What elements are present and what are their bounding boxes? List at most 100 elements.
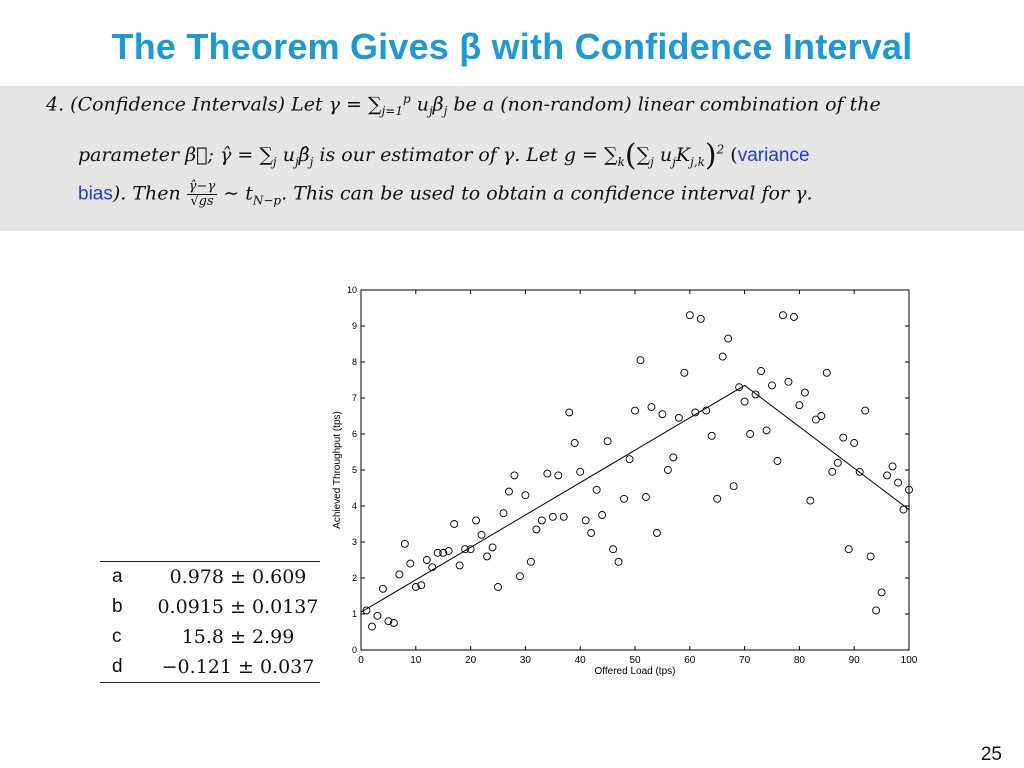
subscript: j <box>294 154 299 169</box>
data-point <box>888 462 897 471</box>
data-point <box>526 557 535 566</box>
theorem-line-2: parameter β⃗; γ̂ = ∑j ujβ̂j is our estim… <box>78 138 810 173</box>
superscript: 2 <box>716 142 725 157</box>
data-point <box>680 368 689 377</box>
parameter-row: d −0.121 ± 0.037 <box>100 652 320 683</box>
data-point <box>444 547 453 555</box>
theorem-text: u <box>653 144 673 166</box>
data-point <box>905 485 913 494</box>
x-tick-label: 10 <box>410 655 422 666</box>
data-point <box>455 561 464 570</box>
theorem-text: be a (non-random) linear combination of … <box>447 93 881 116</box>
data-point <box>696 314 705 323</box>
data-point <box>894 478 902 487</box>
data-point <box>609 545 618 554</box>
data-point <box>855 467 864 476</box>
y-tick-label: 6 <box>352 429 357 439</box>
data-point <box>724 334 733 343</box>
parameter-name: d <box>100 652 156 683</box>
data-point <box>411 583 420 591</box>
y-tick-label: 0 <box>352 645 357 655</box>
data-point <box>603 437 612 446</box>
y-tick-label: 10 <box>347 285 357 295</box>
data-point <box>800 388 809 397</box>
fraction: γ̂−γ √gs <box>186 179 218 209</box>
data-point <box>663 466 672 474</box>
y-tick-label: 5 <box>352 465 357 475</box>
y-tick-label: 2 <box>352 573 357 583</box>
data-point <box>368 622 376 631</box>
subscript: j <box>672 154 676 169</box>
data-point <box>620 494 628 503</box>
data-point <box>784 377 793 386</box>
data-point <box>378 584 387 593</box>
data-point <box>406 559 415 568</box>
y-tick-label: 8 <box>352 357 357 367</box>
data-point <box>362 606 371 615</box>
parameter-value: 0.978 ± 0.609 <box>156 561 320 592</box>
data-point <box>576 467 585 476</box>
data-point <box>395 570 404 579</box>
subscript: k <box>617 154 625 169</box>
x-tick-label: 40 <box>575 655 587 666</box>
data-point <box>861 406 870 415</box>
data-point <box>636 356 645 365</box>
data-point <box>510 471 519 480</box>
data-point <box>461 545 470 554</box>
data-point <box>505 487 513 496</box>
scatter-chart: 0 10 20 30 40 50 60 70 80 90 100 0 1 2 3 4 5 6 7 8 9 10 Offe… <box>332 285 918 677</box>
y-axis-label: Achieved Throughput (tps) <box>332 411 343 529</box>
data-point <box>532 525 541 534</box>
data-point <box>488 543 497 552</box>
data-point <box>828 467 837 476</box>
parameter-value: 15.8 ± 2.99 <box>181 625 295 648</box>
data-point <box>472 516 481 525</box>
parameter-value: 0.0915 ± 0.0137 <box>157 595 319 618</box>
sum-upper-limit: p <box>402 92 411 106</box>
data-point <box>422 556 431 564</box>
theorem-text: β <box>432 93 444 116</box>
x-tick-label: 20 <box>465 655 477 666</box>
parameter-name: a <box>100 561 156 592</box>
data-point <box>789 313 798 321</box>
data-point <box>746 430 755 438</box>
data-point <box>707 431 716 440</box>
data-point <box>833 458 842 467</box>
theorem-text: ). Then <box>112 182 187 205</box>
data-point <box>718 352 727 361</box>
data-point <box>839 433 848 442</box>
data-point <box>817 412 826 420</box>
parameter-row: a 0.978 ± 0.609 <box>100 561 320 592</box>
subscript: j <box>272 154 277 169</box>
data-point <box>642 493 650 501</box>
x-tick-label: 60 <box>684 655 696 666</box>
data-point <box>570 439 579 447</box>
big-paren: ( <box>624 138 637 173</box>
data-point <box>669 453 678 462</box>
x-axis-ticks: 0 10 20 30 40 50 60 70 80 90 100 <box>358 290 918 666</box>
data-point <box>822 368 831 377</box>
theorem-text: ∑ <box>636 144 651 166</box>
data-point <box>587 529 596 537</box>
fraction-denominator: √gs <box>190 194 214 209</box>
data-point <box>877 588 886 597</box>
theorem-line-3: bias). Then γ̂−γ √gs ∼ tN−p. This can be … <box>78 180 813 209</box>
parameter-name: c <box>112 625 122 647</box>
data-point <box>598 511 607 519</box>
theorem-text: β̂ <box>298 144 310 166</box>
subscript: j <box>428 104 433 119</box>
data-point <box>735 383 744 392</box>
x-axis-label: Offered Load (tps) <box>595 666 676 677</box>
y-tick-label: 9 <box>352 321 357 331</box>
bias-highlight: bias <box>78 183 113 205</box>
data-point <box>631 406 639 415</box>
x-tick-label: 0 <box>358 655 364 666</box>
sum-lower-limit: j=1 <box>381 104 403 119</box>
data-point <box>450 520 459 528</box>
page-number: 25 <box>980 744 1002 765</box>
fraction-numerator: γ̂−γ <box>186 179 218 195</box>
y-axis-ticks: 0 1 2 3 4 5 6 7 8 9 10 <box>347 285 909 655</box>
data-point <box>811 415 820 424</box>
theorem-text: u <box>276 144 295 166</box>
theorem-box: 4. (Confidence Intervals) Let γ = ∑j=1p … <box>0 86 1024 231</box>
